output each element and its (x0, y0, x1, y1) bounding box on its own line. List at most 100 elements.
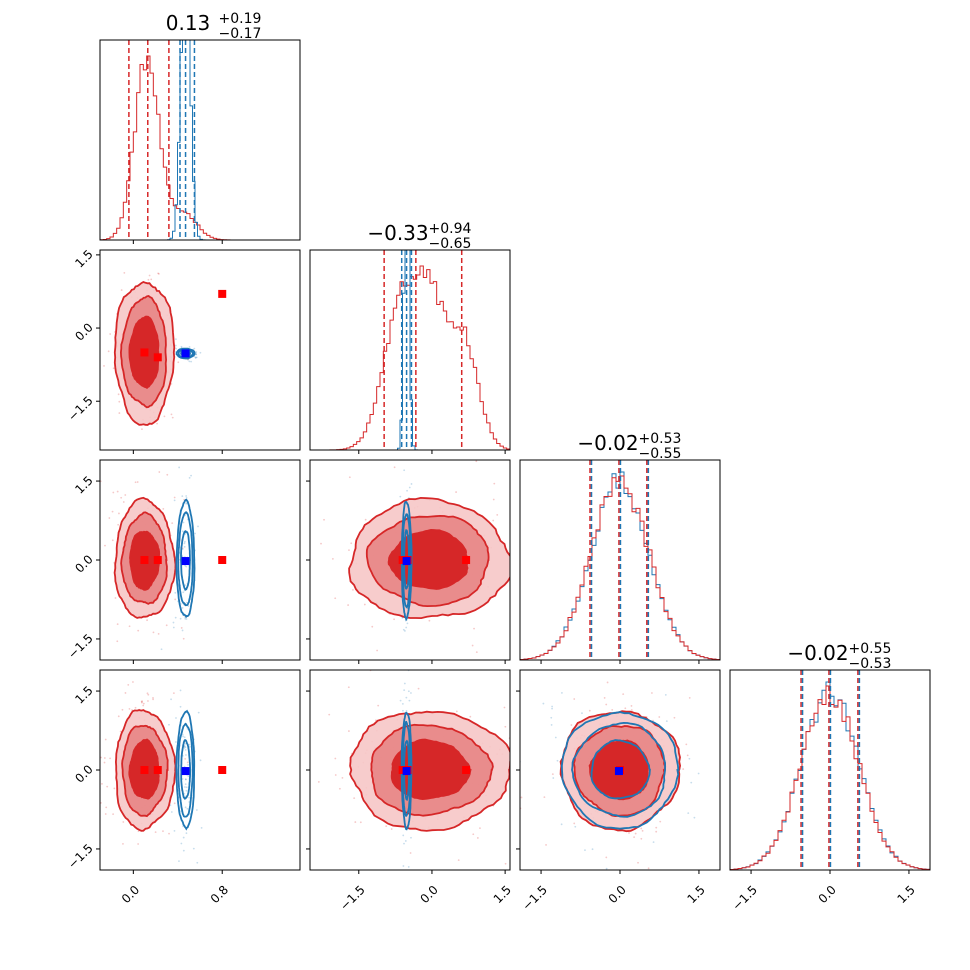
panel-title-err-plus-0: +0.19 (219, 11, 262, 27)
sample-point-blue (184, 806, 187, 809)
truth-marker-blue (402, 767, 411, 776)
sample-point-red (541, 570, 543, 572)
sample-point-red (150, 278, 153, 281)
sample-point-blue (168, 723, 170, 726)
sample-point-blue (188, 476, 191, 479)
panel-3-2: −1.5 0.0 1.5 (516, 669, 721, 913)
panel-3-3: −0.02 +0.55−0.53 −1.5 0.0 1.5 (729, 641, 931, 913)
sample-point-red (109, 757, 111, 760)
sample-point-blue (184, 786, 186, 788)
sample-point-red (320, 542, 322, 545)
sample-point-red (545, 782, 547, 784)
sample-point-blue (550, 724, 553, 726)
sample-point-red (186, 761, 189, 764)
panel-frame (99, 249, 301, 451)
sample-point-red (158, 471, 161, 473)
sample-point-red (341, 776, 344, 779)
sample-point-blue (554, 736, 557, 739)
sample-point-blue (170, 811, 173, 813)
sample-point-red (104, 813, 107, 815)
sample-point-blue (184, 778, 187, 781)
sample-point-red (106, 785, 109, 788)
truth-marker-red (153, 353, 162, 362)
sample-point-blue (185, 832, 188, 835)
sample-point-blue (403, 842, 405, 845)
sample-point-red (354, 821, 357, 823)
sample-point-red (132, 681, 134, 683)
sample-point-blue (183, 545, 186, 548)
sample-point-red (328, 713, 331, 716)
sample-point-blue (410, 836, 412, 839)
sample-point-blue (402, 865, 405, 867)
sample-point-blue (182, 591, 185, 594)
x-tick-label: 0.8 (208, 883, 231, 906)
sample-point-red (117, 715, 120, 718)
sample-point-red (118, 412, 121, 414)
y-tick-label: 0.0 (72, 762, 95, 785)
sample-point-blue (184, 778, 187, 781)
sample-point-red (137, 629, 140, 632)
sample-point-red (492, 498, 495, 501)
sample-point-blue (184, 617, 187, 620)
sample-point-red (348, 549, 350, 552)
sample-point-blue (179, 689, 182, 692)
sample-point-blue (195, 356, 198, 359)
sample-point-red (152, 631, 155, 634)
sample-point-blue (173, 499, 176, 502)
sample-point-blue (399, 699, 402, 702)
sample-point-red (122, 842, 124, 845)
sample-point-red (493, 482, 496, 485)
panel-title-err-minus-3: −0.53 (849, 656, 892, 672)
sample-point-red (522, 559, 524, 561)
sample-point-blue (185, 496, 188, 499)
sample-point-red (479, 827, 481, 829)
sample-point-blue (170, 698, 172, 701)
sample-point-red (118, 400, 121, 403)
sample-point-blue (187, 763, 189, 766)
panel-frame (99, 39, 301, 241)
sample-point-red (119, 730, 122, 733)
sample-point-red (504, 725, 507, 728)
sample-point-red (350, 542, 353, 545)
sample-point-red (376, 649, 379, 652)
sample-point-red (417, 687, 420, 690)
sample-point-red (529, 771, 531, 773)
sample-point-blue (181, 677, 183, 679)
sample-point-red (686, 754, 689, 757)
sample-point-red (92, 553, 94, 555)
sample-point-red (471, 644, 474, 647)
sample-point-red (515, 819, 517, 821)
sample-point-blue (180, 842, 183, 845)
sample-point-red (640, 827, 643, 830)
sample-point-red (475, 460, 478, 463)
sample-point-blue (402, 709, 404, 712)
sample-point-red (512, 688, 514, 690)
sample-point-red (142, 702, 145, 705)
sample-point-blue (405, 626, 408, 629)
sample-point-red (496, 514, 499, 516)
sample-point-red (147, 693, 150, 696)
sample-point-blue (551, 707, 553, 710)
sample-point-blue (175, 338, 177, 340)
contour-blue-level-0 (180, 530, 191, 591)
sample-point-red (107, 350, 110, 353)
contour-blue-level-2 (175, 498, 196, 619)
sample-point-blue (181, 629, 184, 632)
sample-point-red (157, 633, 160, 635)
sample-point-red (455, 710, 458, 713)
sample-point-red (103, 365, 105, 367)
sample-point-red (473, 627, 475, 630)
panel-title-3: −0.02 (787, 641, 848, 665)
sample-point-red (146, 692, 149, 695)
sample-point-blue (690, 781, 693, 784)
sample-point-red (120, 289, 123, 291)
truth-marker-red (153, 766, 162, 774)
sample-point-blue (175, 681, 177, 683)
contour-blue-level-2 (175, 347, 196, 360)
sample-point-blue (199, 759, 202, 762)
panel-title-0: 0.13 (166, 11, 211, 35)
sample-point-red (101, 782, 103, 785)
sample-point-red (104, 738, 107, 741)
y-tick-label: 0.0 (72, 320, 95, 343)
panel-content (103, 272, 227, 431)
